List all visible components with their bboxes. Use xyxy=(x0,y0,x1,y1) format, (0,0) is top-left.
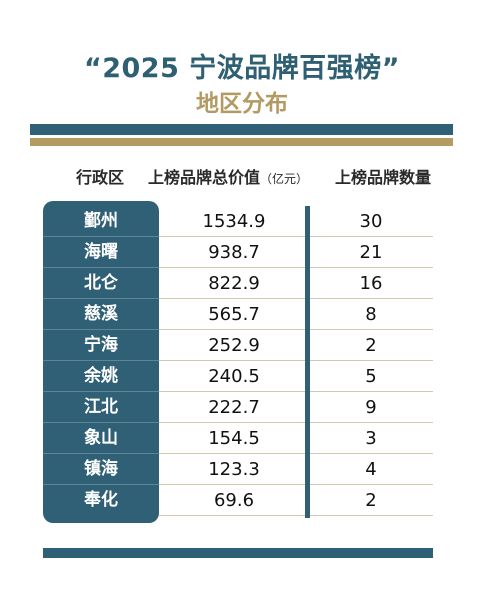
decorative-band-blue xyxy=(30,124,453,135)
row-divider xyxy=(43,298,159,299)
table-row: 鄞州 1534.9 30 xyxy=(43,206,433,237)
region-cell: 镇海 xyxy=(84,459,118,479)
value-cell: 222.7 xyxy=(208,397,260,418)
count-cell: 8 xyxy=(365,304,377,325)
table-row: 镇海 123.3 4 xyxy=(43,454,433,485)
row-divider xyxy=(43,360,159,361)
count-cell: 9 xyxy=(365,397,377,418)
page-subtitle: 地区分布 xyxy=(196,91,288,117)
count-cell: 3 xyxy=(365,428,377,449)
header-count: 上榜品牌数量 xyxy=(335,168,432,187)
header-region: 行政区 xyxy=(76,168,125,187)
page-title: “2025 宁波品牌百强榜” xyxy=(83,53,401,84)
header-value: 上榜品牌总价值（亿元） xyxy=(148,164,308,188)
count-cell: 2 xyxy=(365,335,377,356)
value-cell: 123.3 xyxy=(208,459,260,480)
row-divider xyxy=(159,298,433,299)
count-cell: 5 xyxy=(365,366,377,387)
region-cell: 鄞州 xyxy=(84,211,118,231)
region-cell: 余姚 xyxy=(84,366,118,386)
row-divider xyxy=(43,236,159,237)
value-cell: 565.7 xyxy=(208,304,260,325)
row-divider xyxy=(159,360,433,361)
column-divider xyxy=(305,206,310,518)
value-cell: 822.9 xyxy=(208,273,260,294)
count-cell: 4 xyxy=(365,459,377,480)
row-divider xyxy=(43,267,159,268)
region-cell: 宁海 xyxy=(84,335,118,355)
row-divider xyxy=(159,453,433,454)
row-divider xyxy=(159,515,433,516)
count-cell: 2 xyxy=(365,490,377,511)
row-divider xyxy=(43,453,159,454)
count-cell: 30 xyxy=(359,211,383,232)
value-cell: 154.5 xyxy=(208,428,260,449)
value-cell: 1534.9 xyxy=(202,211,266,232)
row-divider xyxy=(159,391,433,392)
region-cell: 江北 xyxy=(84,397,118,417)
region-column-background xyxy=(43,201,159,523)
table-row: 海曙 938.7 21 xyxy=(43,237,433,268)
header-value-label: 上榜品牌总价值 xyxy=(148,168,261,187)
count-cell: 16 xyxy=(359,273,383,294)
header-value-unit: （亿元） xyxy=(260,172,309,186)
decorative-band-gold xyxy=(30,138,453,146)
row-divider xyxy=(43,422,159,423)
region-cell: 北仑 xyxy=(84,273,118,293)
region-cell: 象山 xyxy=(84,428,118,448)
table-row: 宁海 252.9 2 xyxy=(43,330,433,361)
table-row: 余姚 240.5 5 xyxy=(43,361,433,392)
bottom-decorative-bar xyxy=(43,548,433,558)
table-row: 北仑 822.9 16 xyxy=(43,268,433,299)
row-divider xyxy=(159,484,433,485)
row-divider xyxy=(159,422,433,423)
row-divider xyxy=(159,267,433,268)
row-divider xyxy=(43,484,159,485)
table-row: 奉化 69.6 2 xyxy=(43,485,433,516)
value-cell: 938.7 xyxy=(208,242,260,263)
row-divider xyxy=(43,391,159,392)
region-cell: 海曙 xyxy=(84,242,118,262)
region-cell: 慈溪 xyxy=(84,304,118,324)
table-row: 象山 154.5 3 xyxy=(43,423,433,454)
table-row: 慈溪 565.7 8 xyxy=(43,299,433,330)
value-cell: 69.6 xyxy=(213,490,255,511)
region-cell: 奉化 xyxy=(84,490,118,510)
value-cell: 252.9 xyxy=(208,335,260,356)
table-row: 江北 222.7 9 xyxy=(43,392,433,423)
value-cell: 240.5 xyxy=(208,366,260,387)
row-divider xyxy=(159,236,433,237)
row-divider xyxy=(43,329,159,330)
row-divider xyxy=(159,329,433,330)
count-cell: 21 xyxy=(359,242,383,263)
